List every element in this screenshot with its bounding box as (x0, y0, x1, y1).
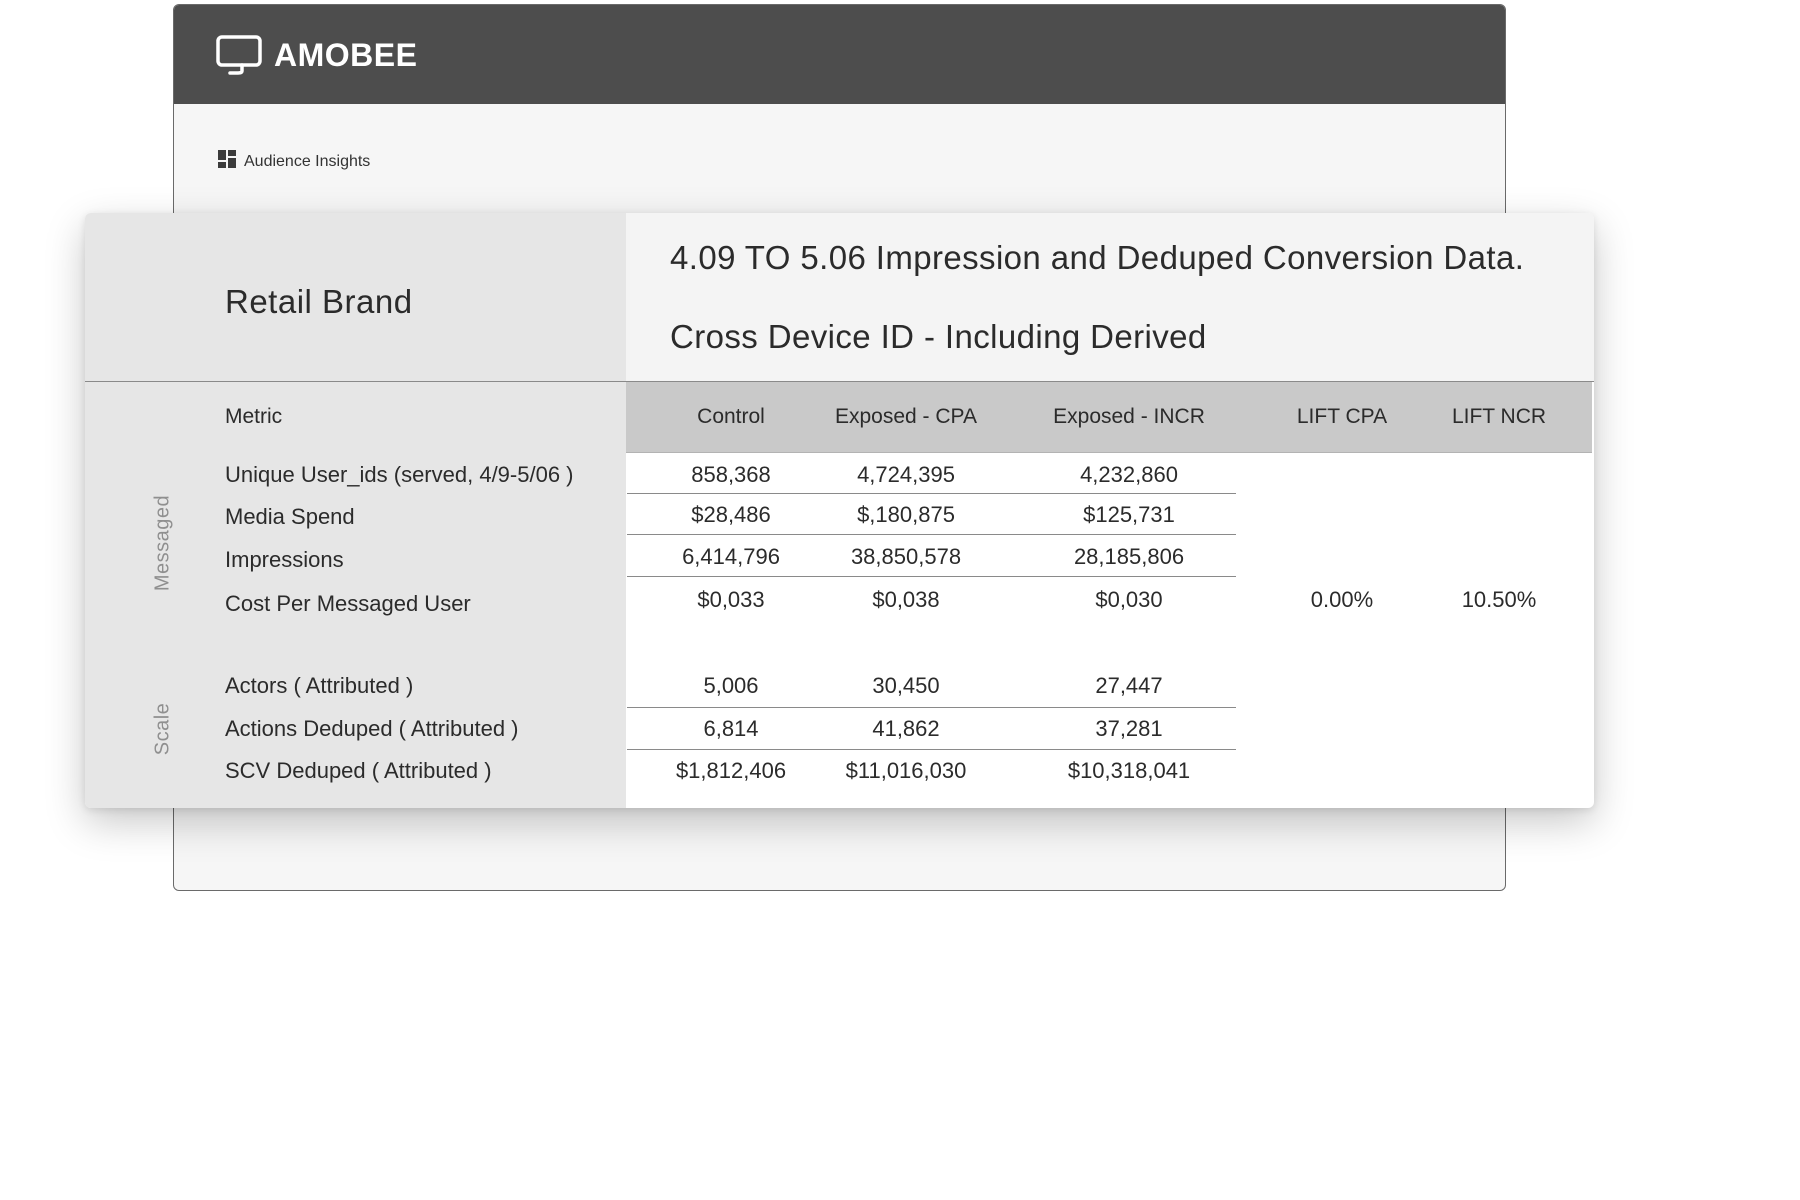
app-header: AMOBEE (174, 5, 1505, 104)
table-row-label: Actions Deduped ( Attributed ) (225, 716, 519, 741)
row-divider (627, 707, 1236, 708)
table-cell-exposed-cpa: 38,850,578 (850, 544, 962, 569)
table-cell-exposed-incr: $10,318,041 (1067, 758, 1191, 783)
col-header-metric: Metric (225, 405, 283, 428)
lift-cpa-value: 0.00% (1310, 587, 1374, 612)
table-cell-control: $1,812,406 (675, 758, 787, 783)
col-header-control: Control (697, 405, 765, 428)
table-cell-exposed-incr: $0,030 (1095, 587, 1163, 612)
table-cell-control: 6,814 (703, 716, 759, 741)
row-divider (627, 534, 1236, 535)
header-divider (85, 381, 1594, 382)
report-card: Retail Brand 4.09 TO 5.06 Impression and… (85, 213, 1594, 808)
table-cell-exposed-incr: 27,447 (1095, 673, 1163, 698)
section-label-scale: Scale (151, 702, 174, 756)
table-cell-exposed-incr: $125,731 (1083, 502, 1175, 527)
table-cell-control: $0,033 (697, 587, 765, 612)
table-row-label: Cost Per Messaged User (225, 591, 471, 616)
table-cell-control: $28,486 (691, 502, 771, 527)
table-row-label: Media Spend (225, 504, 355, 529)
table-cell-exposed-cpa: 4,724,395 (857, 462, 955, 487)
brand[interactable]: AMOBEE (216, 35, 417, 75)
table-cell-exposed-cpa: $11,016,030 (845, 758, 967, 783)
table-row-label: Actors ( Attributed ) (225, 673, 414, 698)
table-row-label: Unique User_ids (served, 4/9-5/06 ) (225, 462, 574, 487)
table-cell-exposed-cpa: $0,038 (872, 587, 940, 612)
table-cell-exposed-cpa: $,180,875 (857, 502, 955, 527)
table-cell-exposed-cpa: 41,862 (872, 716, 940, 741)
table-row-label: Impressions (225, 547, 344, 572)
report-header (626, 213, 1594, 381)
nav-audience-insights[interactable]: Audience Insights (218, 150, 370, 173)
dashboard-icon (218, 150, 236, 173)
table-cell-control: 858,368 (691, 462, 771, 487)
table-cell-exposed-incr: 4,232,860 (1080, 462, 1178, 487)
col-header-exposed-cpa: Exposed - CPA (834, 405, 978, 428)
table-cell-exposed-incr: 28,185,806 (1073, 544, 1185, 569)
table-cell-exposed-incr: 37,281 (1095, 716, 1163, 741)
row-divider (627, 576, 1236, 577)
report-subtitle: Cross Device ID - Including Derived (670, 318, 1207, 355)
table-cell-control: 6,414,796 (682, 544, 780, 569)
lift-ncr-value: 10.50% (1461, 587, 1537, 612)
table-cell-exposed-cpa: 30,450 (872, 673, 940, 698)
table-row-label: SCV Deduped ( Attributed ) (225, 758, 492, 783)
table-cell-control: 5,006 (703, 673, 759, 698)
report-brand: Retail Brand (225, 283, 413, 320)
monitor-logo-icon (216, 35, 262, 75)
col-header-lift-ncr: LIFT NCR (1451, 405, 1547, 428)
nav-label: Audience Insights (244, 152, 371, 170)
section-label-messaged: Messaged (151, 494, 174, 592)
metric-label-panel (85, 213, 626, 808)
row-divider (627, 493, 1236, 494)
col-header-lift-cpa: LIFT CPA (1296, 405, 1388, 428)
column-header-bar (626, 382, 1592, 453)
row-divider (627, 749, 1236, 750)
report-title: 4.09 TO 5.06 Impression and Deduped Conv… (670, 239, 1525, 276)
brand-name: AMOBEE (274, 36, 418, 73)
col-header-exposed-incr: Exposed - INCR (1053, 405, 1205, 428)
